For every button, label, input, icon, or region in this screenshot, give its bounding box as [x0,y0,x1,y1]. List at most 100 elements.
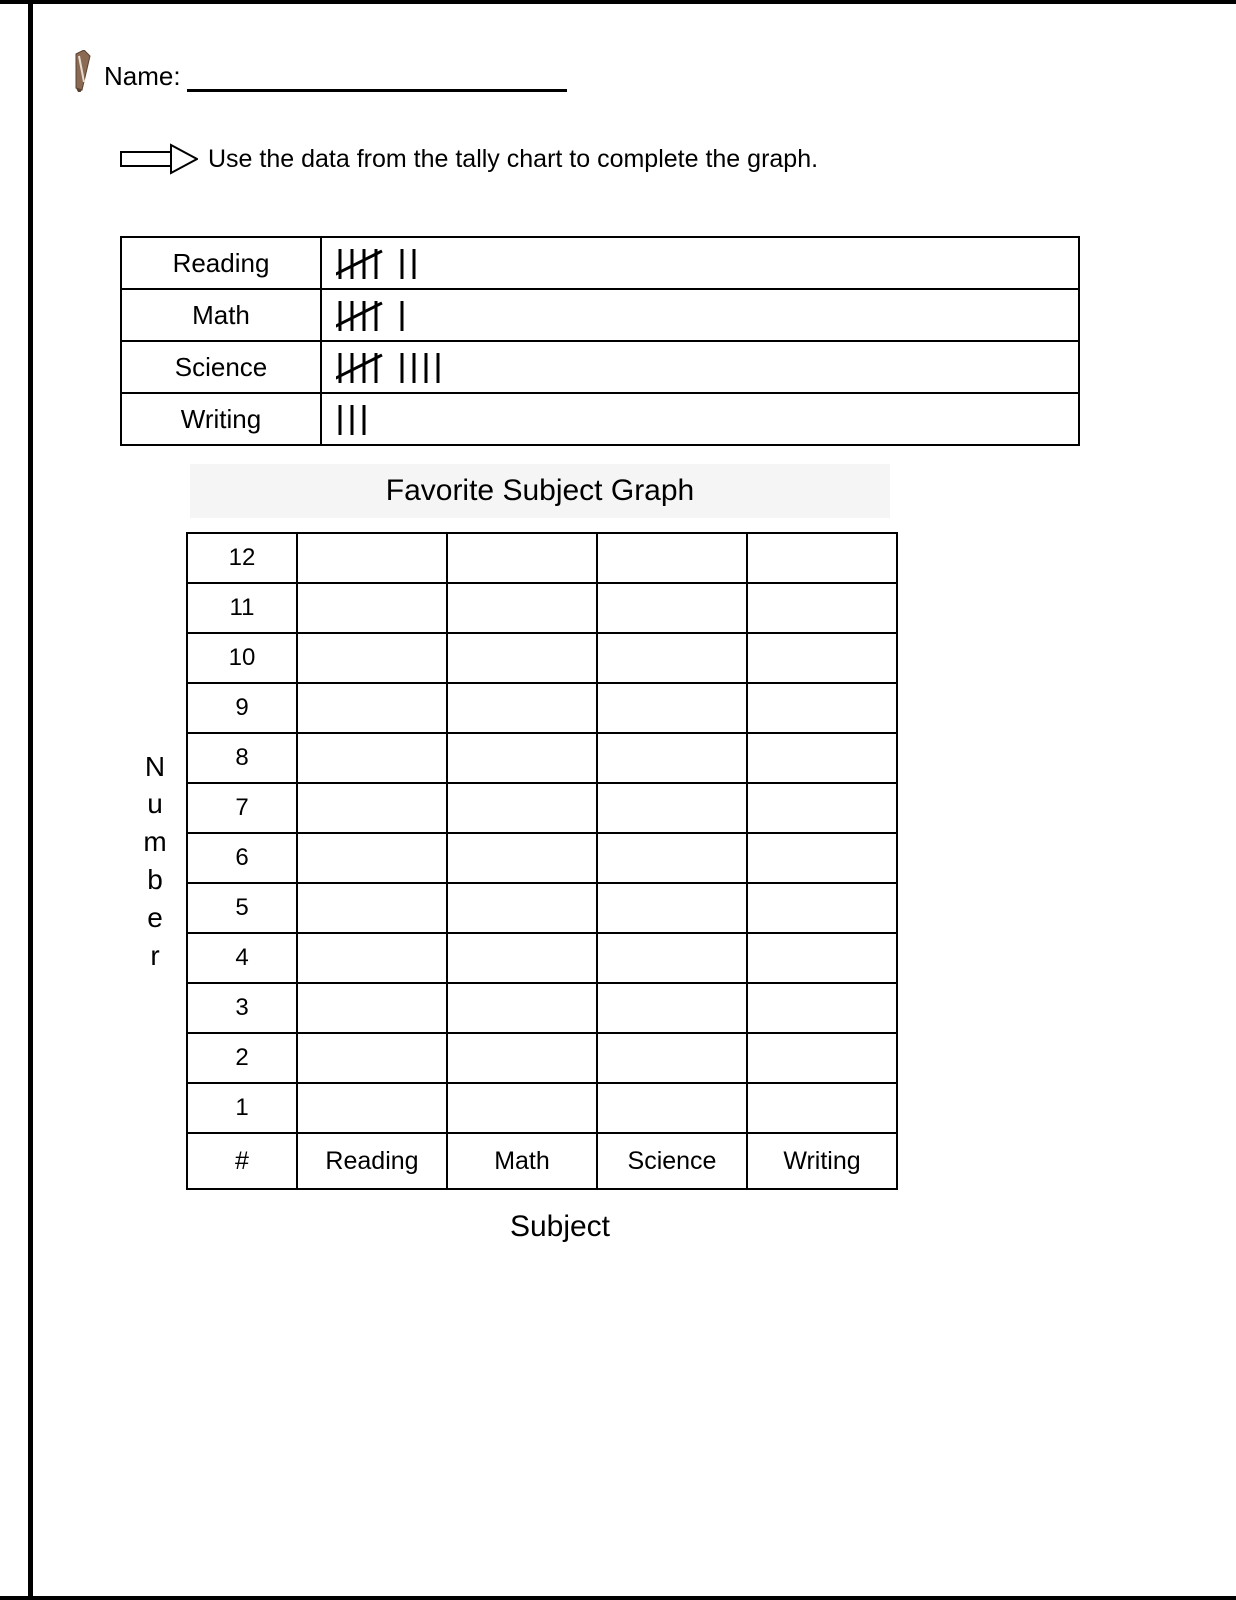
graph-cell[interactable] [297,633,447,683]
graph-cell[interactable] [447,733,597,783]
graph-cell[interactable] [597,783,747,833]
graph-cell[interactable] [297,783,447,833]
tally-subject-cell: Math [121,289,321,341]
graph-y-value: 12 [187,533,297,583]
graph-column-label: Reading [297,1133,447,1189]
graph-y-value: 5 [187,883,297,933]
tally-marks-cell [321,237,1079,289]
graph-cell[interactable] [747,583,897,633]
graph-y-value: 6 [187,833,297,883]
graph-cell[interactable] [297,833,447,883]
pencil-icon [70,50,98,92]
graph-cell[interactable] [447,983,597,1033]
tally-chart: ReadingMathScienceWriting [120,236,1080,446]
graph-cell[interactable] [597,933,747,983]
graph-y-value: 3 [187,983,297,1033]
name-row: Name: [70,50,1160,92]
frame-border-left [28,0,33,1600]
tally-marks-cell [321,393,1079,445]
y-axis-label: Number [140,748,170,975]
graph-row: 7 [187,783,897,833]
content-area: Name: Use the data from the tally chart … [60,50,1160,1244]
graph-cell[interactable] [447,933,597,983]
graph-cell[interactable] [747,933,897,983]
graph-row: 4 [187,933,897,983]
graph-cell[interactable] [747,983,897,1033]
graph-cell[interactable] [447,633,597,683]
graph-y-value: 8 [187,733,297,783]
instruction-row: Use the data from the tally chart to com… [120,142,1160,176]
graph-cell[interactable] [597,1083,747,1133]
graph-cell[interactable] [597,733,747,783]
graph-row: 8 [187,733,897,783]
tally-subject-cell: Reading [121,237,321,289]
graph-cell[interactable] [597,1033,747,1083]
graph-cell[interactable] [447,1083,597,1133]
graph-cell[interactable] [597,883,747,933]
graph-cell[interactable] [597,583,747,633]
graph-cell[interactable] [747,683,897,733]
instruction-text: Use the data from the tally chart to com… [208,145,818,174]
graph-cell[interactable] [297,983,447,1033]
x-axis-label: Subject [260,1210,860,1244]
tally-subject-cell: Science [121,341,321,393]
graph-cell[interactable] [297,1083,447,1133]
tally-row: Science [121,341,1079,393]
tally-row: Writing [121,393,1079,445]
graph-row: 5 [187,883,897,933]
graph-y-value: 2 [187,1033,297,1083]
graph-area: Number 121110987654321#ReadingMathScienc… [140,532,1160,1190]
graph-cell[interactable] [747,1083,897,1133]
graph-column-label: Math [447,1133,597,1189]
graph-y-value: 4 [187,933,297,983]
name-blank-line[interactable] [187,66,567,92]
graph-cell[interactable] [597,983,747,1033]
graph-row: 3 [187,983,897,1033]
graph-cell[interactable] [297,883,447,933]
graph-cell[interactable] [747,783,897,833]
graph-row: 10 [187,633,897,683]
graph-cell[interactable] [747,733,897,783]
graph-row: 1 [187,1083,897,1133]
graph-cell[interactable] [447,683,597,733]
arrow-right-icon [120,142,198,176]
name-label: Name: [104,61,181,92]
graph-cell[interactable] [597,683,747,733]
worksheet-page: Name: Use the data from the tally chart … [0,0,1236,1600]
graph-cell[interactable] [747,633,897,683]
graph-cell[interactable] [597,533,747,583]
graph-cell[interactable] [447,1033,597,1083]
graph-footer-hash: # [187,1133,297,1189]
graph-column-label: Science [597,1133,747,1189]
tally-subject-cell: Writing [121,393,321,445]
frame-border-bottom [0,1596,1236,1600]
graph-cell[interactable] [747,1033,897,1083]
graph-cell[interactable] [597,833,747,883]
graph-cell[interactable] [297,583,447,633]
graph-cell[interactable] [297,1033,447,1083]
graph-cell[interactable] [297,733,447,783]
graph-cell[interactable] [447,583,597,633]
graph-row: 6 [187,833,897,883]
tally-row: Math [121,289,1079,341]
graph-cell[interactable] [297,533,447,583]
graph-row: 2 [187,1033,897,1083]
graph-cell[interactable] [447,783,597,833]
graph-y-value: 7 [187,783,297,833]
graph-y-value: 1 [187,1083,297,1133]
graph-row: 9 [187,683,897,733]
graph-cell[interactable] [747,833,897,883]
tally-marks-cell [321,289,1079,341]
graph-title: Favorite Subject Graph [190,464,890,518]
graph-cell[interactable] [447,533,597,583]
graph-cell[interactable] [297,933,447,983]
graph-y-value: 11 [187,583,297,633]
graph-cell[interactable] [447,883,597,933]
graph-cell[interactable] [747,883,897,933]
graph-cell[interactable] [597,633,747,683]
graph-y-value: 9 [187,683,297,733]
graph-cell[interactable] [747,533,897,583]
graph-cell[interactable] [297,683,447,733]
graph-cell[interactable] [447,833,597,883]
graph-column-label: Writing [747,1133,897,1189]
